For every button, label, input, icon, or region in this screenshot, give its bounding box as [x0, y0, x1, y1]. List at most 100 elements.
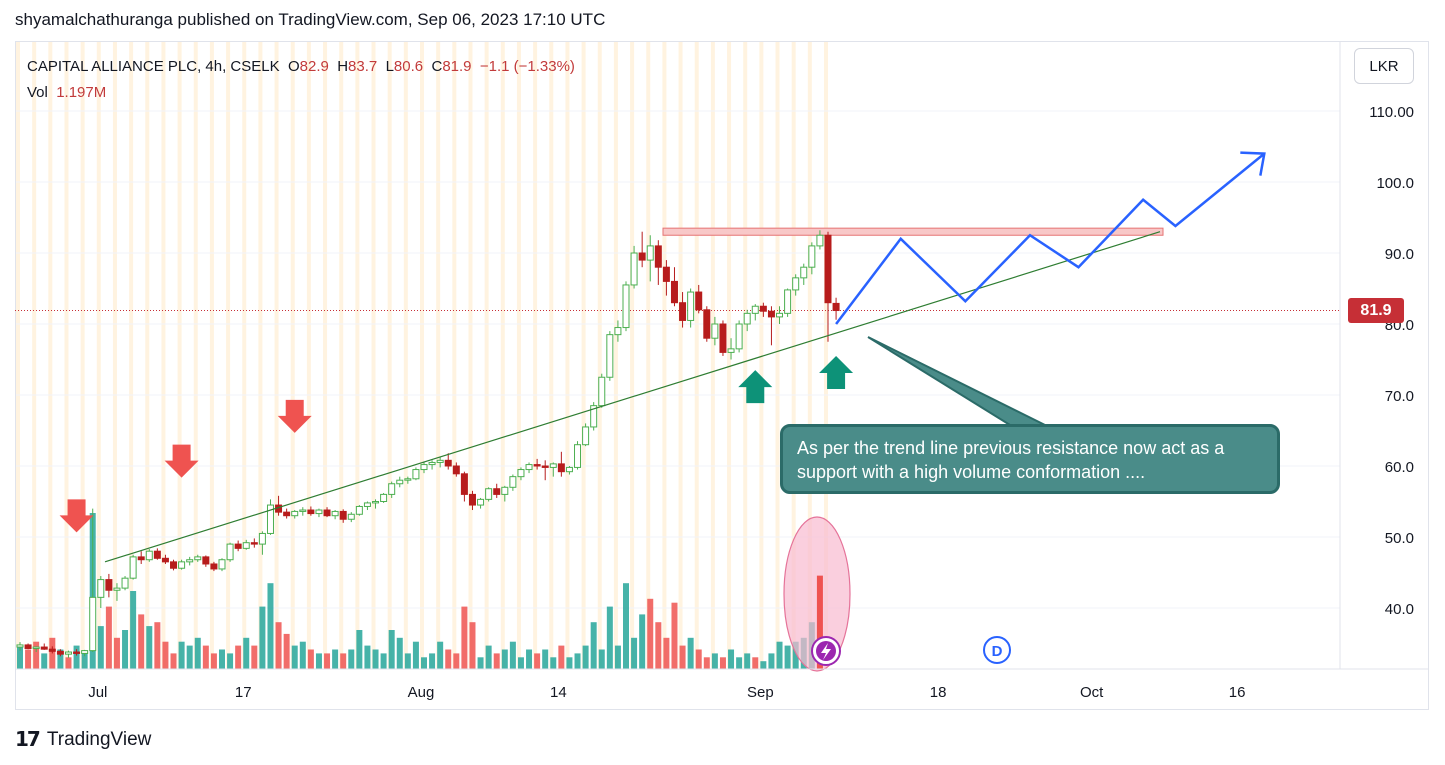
candle-body [210, 563, 218, 570]
candle-body [129, 556, 137, 579]
candle-body [654, 245, 662, 268]
candle-body [363, 502, 371, 507]
last-price-badge: 81.9 [1348, 298, 1404, 323]
session-stripe [258, 42, 263, 668]
volume-bar [631, 637, 638, 669]
volume-bar [41, 653, 48, 669]
volume-bar [235, 645, 242, 669]
session-stripe [355, 42, 360, 668]
volume-bar [404, 653, 411, 669]
candle-body [493, 488, 501, 495]
session-stripe [613, 42, 618, 668]
x-tick-label: 14 [550, 684, 567, 701]
volume-bar [372, 649, 379, 669]
volume-bar [703, 657, 710, 669]
candle-body [614, 327, 622, 336]
candlesticks [16, 230, 840, 658]
x-tick-label: Oct [1080, 684, 1104, 701]
volume-bar [469, 622, 476, 669]
callout-pointer [867, 336, 1046, 426]
volume-bar [534, 653, 541, 669]
volume-bar [57, 649, 64, 669]
session-stripe [452, 42, 457, 668]
candle-body [509, 476, 517, 488]
volume-bar [65, 657, 72, 669]
change-value: −1.1 (−1.33%) [479, 58, 575, 75]
session-stripe [274, 42, 279, 668]
candle-body [323, 509, 331, 517]
volume-bar [687, 637, 694, 669]
session-stripe [290, 42, 295, 668]
y-tick-label: 90.0 [1385, 246, 1414, 263]
candle-body [178, 561, 186, 569]
volume-bar [364, 645, 371, 669]
volume-bar [194, 637, 201, 669]
y-tick-label: 40.0 [1385, 601, 1414, 618]
volume-bar [202, 645, 209, 669]
volume-bar [550, 657, 557, 669]
volume-bar [711, 653, 718, 669]
candle-body [759, 305, 767, 312]
volume-bar [97, 626, 104, 669]
tradingview-brand[interactable]: 𝟭𝟳 TradingView [15, 727, 151, 752]
session-stripe [161, 42, 166, 668]
open-value: 82.9 [299, 58, 329, 75]
volume-bar [388, 630, 395, 669]
candle-body [331, 510, 339, 517]
projection-polyline [835, 152, 1266, 325]
candle-body [824, 234, 832, 304]
chart-area[interactable] [15, 41, 1429, 710]
session-stripe [824, 42, 828, 668]
chart-legend: CAPITAL ALLIANCE PLC, 4h, CSELK O82.9 H8… [27, 54, 575, 106]
session-stripe [242, 42, 247, 668]
volume-bar [219, 649, 225, 669]
candle-body [533, 464, 541, 467]
candle-body [767, 310, 775, 318]
volume-bar [170, 653, 177, 669]
candle-body [630, 252, 638, 286]
volume-bar [760, 661, 767, 669]
resistance-zone-rect [662, 227, 1164, 236]
session-stripe [500, 42, 505, 668]
open-label: O [287, 58, 300, 75]
dividend-icon[interactable] [983, 636, 1011, 664]
y-tick-label: 70.0 [1385, 388, 1414, 405]
volume-bar [493, 653, 500, 669]
candle-body [541, 465, 549, 468]
earnings-event-marker[interactable] [811, 636, 841, 666]
candle-body [24, 644, 32, 649]
volume-bar [429, 653, 436, 669]
volume-bar [517, 657, 524, 669]
volume-bar [574, 653, 581, 669]
session-stripe [339, 42, 344, 668]
volume-bar [122, 630, 129, 669]
high-value: 83.7 [348, 58, 378, 75]
candle-body [598, 376, 606, 407]
session-stripe [209, 42, 214, 668]
down-arrow-icon [59, 499, 94, 533]
dividend-label: D [992, 643, 1003, 660]
candle-body [89, 596, 97, 652]
session-stripe [32, 42, 37, 668]
session-stripe [145, 42, 150, 668]
volume-bar [582, 645, 589, 669]
volume-bar [25, 649, 32, 669]
volume-bar [33, 641, 40, 669]
candle-body [121, 577, 129, 589]
volume-bar [590, 622, 597, 669]
session-stripe [630, 42, 635, 668]
candle-body [258, 532, 266, 545]
symbol-title[interactable]: CAPITAL ALLIANCE PLC, 4h, CSELK [27, 58, 280, 75]
tradingview-wordmark: TradingView [46, 728, 152, 750]
volume-bar [421, 657, 427, 669]
candle-body [751, 305, 759, 314]
volume-bar [816, 575, 823, 669]
candle-body [485, 488, 493, 500]
volume-bar [17, 645, 23, 669]
session-stripe [112, 42, 117, 668]
volume-bar [227, 653, 234, 669]
candle-body [194, 556, 202, 561]
currency-button[interactable]: LKR [1354, 48, 1414, 84]
dividend-event-marker[interactable]: D [983, 636, 1011, 664]
